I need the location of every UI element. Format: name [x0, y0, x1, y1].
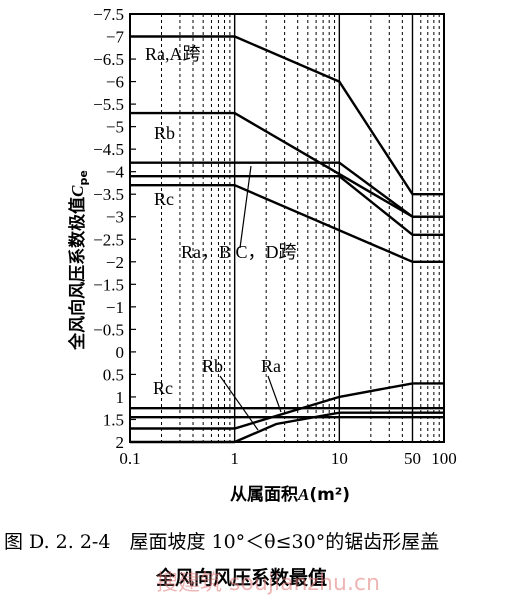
series-line-4	[130, 183, 444, 263]
annotation-rc-negative: Rc	[154, 189, 174, 209]
y-axis-label-var: C	[68, 185, 87, 197]
y-tick-label: 0	[116, 343, 125, 362]
annotation-rb-positive: Rb	[202, 356, 223, 376]
series-line-1	[130, 111, 444, 218]
series-line-5	[130, 382, 444, 430]
annotation-rb-negative: Rb	[154, 123, 175, 143]
y-tick-label: −7	[106, 28, 125, 47]
figure-caption-line1: 图 D. 2. 2-4 屋面坡度 10°＜θ≤30°的锯齿形屋盖	[4, 531, 439, 553]
y-tick-label: 0.5	[103, 365, 124, 384]
y-tick-label: −5.5	[93, 95, 124, 114]
y-axis-label-sub: pe	[77, 170, 90, 185]
y-tick-label: −1.5	[93, 275, 124, 294]
y-tick-label: −4.5	[93, 140, 124, 159]
y-tick-label: −2.5	[93, 230, 124, 249]
plot-frame	[129, 13, 445, 443]
y-tick-label: 2	[116, 433, 125, 452]
annotation-rc-positive: Rc	[153, 378, 173, 398]
leader-ra-bcd	[239, 165, 252, 249]
x-axis-label-text: 从属面积	[230, 485, 298, 505]
y-tick-label: −0.5	[93, 320, 124, 339]
annotation-ra-bcd-span: Ra，B C，D跨	[181, 242, 297, 262]
series-line-3	[130, 174, 444, 237]
y-tick-label: −6.5	[93, 50, 124, 69]
annotation-ra-a-span: Ra,A跨	[145, 44, 201, 64]
y-tick-label: −5	[106, 118, 124, 137]
x-tick-labels: 0.1 1 10 50 100	[119, 449, 456, 468]
y-tick-label: −3.5	[93, 185, 124, 204]
y-tick-label: −7.5	[93, 5, 124, 24]
y-tick-label: 1	[116, 388, 125, 407]
x-axis-label-var: A	[297, 485, 309, 504]
series-line-6	[130, 411, 444, 444]
leader-ra-positive	[267, 375, 282, 413]
x-tick-label: 0.1	[119, 449, 140, 468]
watermark: 搜建筑 soujianzhu.cn	[156, 571, 380, 596]
series-line-0	[130, 35, 444, 196]
y-tick-label: −3	[106, 208, 124, 227]
x-tick-label: 100	[431, 449, 457, 468]
y-axis-label: 全风向风压系数极值Cpe	[67, 170, 90, 351]
y-tick-label: −2	[106, 253, 124, 272]
x-tick-label: 50	[404, 449, 421, 468]
grid	[130, 13, 440, 443]
x-axis-label-unit: (m²)	[309, 485, 350, 505]
y-tick-labels: −7.5 −7 −6.5 −6 −5.5 −5 −4.5 −4 −3.5 −3 −2.5 −2 −1.5…	[93, 5, 124, 452]
y-axis-label-text: 全风向风压系数极值	[67, 197, 88, 351]
series-line-2	[130, 161, 444, 218]
y-tick-label: −4	[106, 163, 125, 182]
y-tick-label: −6	[106, 73, 124, 92]
annotation-ra-positive: Ra	[261, 356, 281, 376]
y-tick-label: 1.5	[103, 410, 124, 429]
x-tick-label: 10	[331, 449, 348, 468]
series-group	[130, 35, 444, 444]
leader-rb-positive	[219, 375, 259, 431]
x-tick-label: 1	[230, 449, 239, 468]
y-tick-label: −1	[106, 298, 124, 317]
figure-caption-line2: 全风向风压系数最值	[155, 566, 327, 589]
x-axis-label: 从属面积A(m²)	[230, 485, 350, 505]
